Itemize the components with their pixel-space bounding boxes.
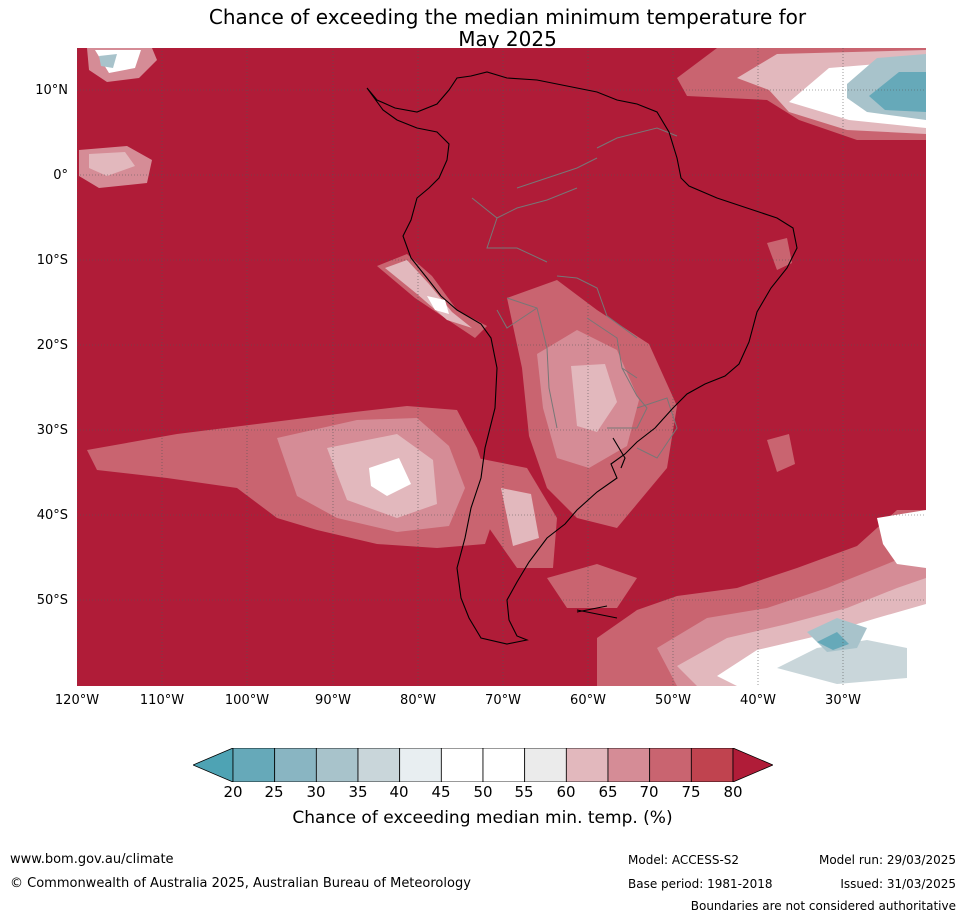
colorbar-segment [399, 748, 442, 782]
footer-disclaimer: Boundaries are not considered authoritat… [690, 899, 956, 913]
colorbar-segment [482, 748, 526, 782]
colorbar-tick: 70 [639, 783, 659, 801]
colorbar-segment [565, 748, 609, 782]
lon-label-40w: 40°W [740, 693, 776, 708]
patch-patagonia [477, 458, 557, 568]
colorbar-under-arrow [193, 748, 234, 782]
patch-peru-coast [377, 254, 487, 338]
colorbar-tick: 35 [348, 783, 368, 801]
colorbar-segment [274, 748, 317, 782]
lat-label-0: 0° [53, 168, 68, 183]
colorbar-segments [232, 748, 734, 782]
patch-south-atlantic [597, 510, 926, 686]
footer-model-run: Model run: 29/03/2025 [818, 853, 956, 867]
lat-label-30s: 30°S [36, 423, 68, 438]
lon-label-120w: 120°W [54, 693, 100, 708]
colorbar-segment [524, 748, 567, 782]
lat-label-20s: 20°S [36, 338, 68, 353]
patch-small-south [547, 564, 637, 608]
colorbar-tick: 30 [306, 783, 326, 801]
footer-issued: Issued: 31/03/2025 [840, 877, 956, 891]
colorbar-tick: 75 [681, 783, 701, 801]
colorbar-label: Chance of exceeding median min. temp. (%… [292, 808, 673, 828]
patch-equator-west [79, 146, 152, 188]
colorbar-tick: 40 [389, 783, 409, 801]
colorbar-segment [232, 748, 276, 782]
lon-label-100w: 100°W [224, 693, 270, 708]
colorbar-segment [607, 748, 651, 782]
colorbar-tick: 55 [514, 783, 534, 801]
colorbar-segment [690, 748, 734, 782]
lat-label-10n: 10°N [35, 83, 68, 98]
lon-label-60w: 60°W [570, 693, 606, 708]
colorbar-tick: 50 [473, 783, 493, 801]
lat-label-50s: 50°S [36, 593, 68, 608]
colorbar-over-arrow [732, 748, 773, 782]
map-title-line1: Chance of exceeding the median minimum t… [208, 5, 807, 29]
colorbar-tick: 60 [556, 783, 576, 801]
lon-label-110w: 110°W [139, 693, 185, 708]
colorbar-tick: 80 [723, 783, 743, 801]
lon-label-50w: 50°W [655, 693, 691, 708]
colorbar-tick: 65 [598, 783, 618, 801]
lat-label-40s: 40°S [36, 508, 68, 523]
patch-top-right [677, 48, 926, 140]
footer-model: Model: ACCESS-S2 [628, 853, 740, 867]
patch-south-pacific [87, 406, 497, 548]
probability-map [77, 48, 926, 686]
colorbar-tick: 45 [431, 783, 451, 801]
lon-label-80w: 80°W [400, 693, 436, 708]
colorbar-segment [315, 748, 359, 782]
colorbar-segment [357, 748, 401, 782]
colorbar [193, 748, 773, 782]
country-borders [471, 127, 678, 459]
lon-label-30w: 30°W [825, 693, 861, 708]
colorbar-tick: 25 [264, 783, 284, 801]
lon-label-70w: 70°W [485, 693, 521, 708]
footer-base-period: Base period: 1981-2018 [628, 877, 773, 891]
coastline [366, 71, 798, 645]
colorbar-segment [649, 748, 692, 782]
patch-top-left [87, 48, 157, 82]
patch-small-brazil [767, 238, 792, 270]
lat-label-10s: 10°S [36, 253, 68, 268]
footer-url[interactable]: www.bom.gov.au/climate [10, 852, 174, 867]
footer-copyright: © Commonwealth of Australia 2025, Austra… [10, 876, 471, 891]
patch-small-atlantic [767, 434, 795, 472]
map-gridlines [77, 48, 926, 686]
map-title-line2: May 2025 [458, 27, 557, 51]
colorbar-tick: 20 [223, 783, 243, 801]
lon-label-90w: 90°W [315, 693, 351, 708]
colorbar-segment [440, 748, 484, 782]
